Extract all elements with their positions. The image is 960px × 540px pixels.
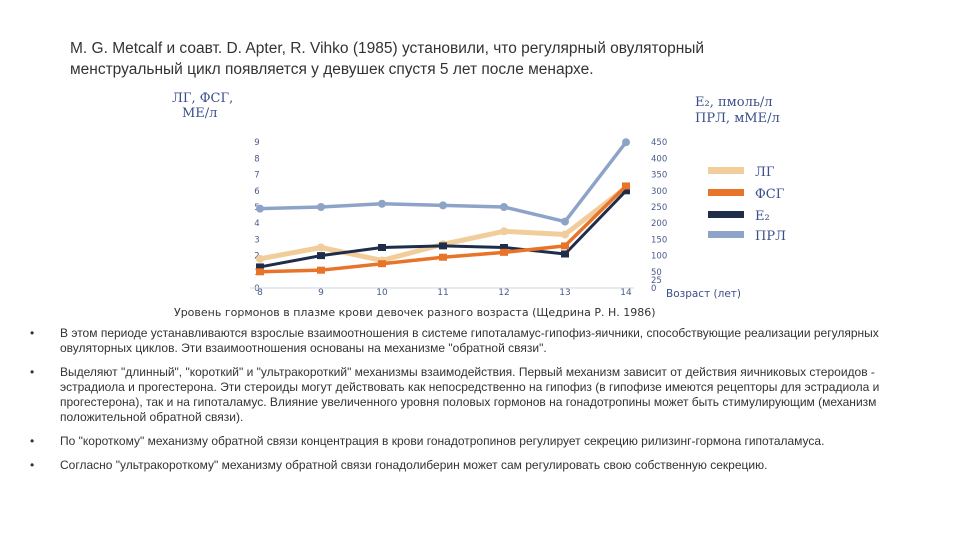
series-lines: [256, 138, 630, 276]
bullet-item: • Согласно "ультракороткому" механизму об…: [30, 458, 940, 473]
series-3: [256, 187, 630, 271]
legend-item: E₂: [708, 209, 770, 224]
data-point: [256, 268, 264, 276]
data-point: [256, 204, 264, 213]
right-tick-label: 25: [651, 276, 662, 286]
slide-header: M. G. Metcalf и соавт. D. Apter, R. Vihk…: [70, 38, 900, 80]
bullet-dot-icon: •: [30, 458, 35, 472]
data-point: [378, 260, 386, 268]
right-tick-label: 0: [651, 284, 656, 294]
left-tick-label: 0: [254, 284, 259, 294]
data-point: [500, 244, 508, 251]
legend-swatch: [708, 167, 744, 174]
right-tick-label: 350: [651, 171, 667, 181]
right-tick-label: 400: [651, 154, 667, 164]
right-tick-label: 100: [651, 252, 667, 262]
bullet-item: • Выделяют "длинный", "короткий" и "ульт…: [30, 365, 940, 425]
bullet-text: В этом периоде устанавливаются взрослые …: [60, 326, 879, 355]
data-point: [439, 242, 447, 250]
left-tick-label: 4: [254, 219, 259, 229]
legend-item: ЛГ: [708, 165, 775, 180]
data-point: [439, 253, 447, 261]
right-axis-label-line-1: E₂, пмоль/л: [695, 95, 773, 110]
x-axis-ticks: 8 9 10 11 12 13 14: [257, 288, 632, 298]
bullet-text: Согласно "ультракороткому" механизму обр…: [60, 458, 768, 472]
data-point: [500, 227, 508, 236]
series-4: [256, 138, 630, 226]
right-axis-label-line-2: ПРЛ, мМЕ/л: [695, 111, 780, 126]
header-line-1: M. G. Metcalf и соавт. D. Apter, R. Vihk…: [70, 40, 705, 57]
bullet-dot-icon: •: [30, 365, 35, 379]
bullet-text: Выделяют "длинный", "короткий" и "ультра…: [60, 365, 880, 424]
data-point: [622, 187, 630, 195]
data-point: [622, 182, 630, 190]
data-point: [317, 243, 325, 252]
data-point: [378, 199, 386, 208]
right-tick-label: 300: [651, 187, 667, 197]
legend-item: ФСГ: [708, 187, 785, 202]
left-axis-label-line-2: МЕ/л: [182, 106, 217, 121]
right-tick-label: 200: [651, 219, 667, 229]
x-tick-label: 13: [559, 288, 570, 298]
bullet-dot-icon: •: [30, 326, 35, 340]
data-point: [378, 244, 386, 251]
right-tick-label: 250: [651, 203, 667, 213]
series-1: [256, 183, 630, 265]
legend-label: E₂: [755, 209, 770, 224]
legend-label: ПРЛ: [755, 229, 786, 244]
data-point: [256, 263, 264, 271]
left-tick-label: 7: [254, 171, 259, 181]
bullet-item: • В этом периоде устанавливаются взрослые…: [30, 326, 940, 356]
data-point: [317, 266, 325, 274]
data-point: [317, 203, 325, 211]
x-axis-label: Возраст (лет): [666, 288, 741, 300]
legend-swatch: [708, 231, 744, 238]
data-point: [256, 254, 264, 263]
x-tick-label: 12: [498, 288, 509, 298]
header-line-2: менструальный цикл появляется у девушек …: [70, 61, 594, 78]
right-tick-label: 150: [651, 235, 667, 245]
data-point: [561, 230, 569, 239]
chart-svg: ЛГ, ФСГ, МЕ/л E₂, пмоль/л ПРЛ, мМЕ/л 0 12…: [172, 91, 786, 319]
left-axis-label-line-1: ЛГ, ФСГ,: [172, 91, 233, 106]
data-point: [439, 201, 447, 210]
data-point: [622, 138, 630, 147]
data-point: [561, 217, 569, 226]
bullet-text: По "короткому" механизму обратной связи …: [60, 434, 825, 448]
legend-label: ЛГ: [755, 165, 775, 180]
x-tick-label: 10: [376, 288, 388, 298]
left-tick-label: 9: [254, 138, 259, 148]
chart-caption: Уровень гормонов в плазме крови девочек …: [174, 306, 656, 319]
x-tick-label: 8: [257, 288, 263, 298]
legend-item: ПРЛ: [708, 229, 786, 244]
data-point: [561, 250, 569, 258]
bullet-dot-icon: •: [30, 434, 35, 448]
x-tick-label: 9: [318, 288, 324, 298]
x-tick-label: 14: [620, 288, 632, 298]
right-tick-label: 450: [651, 138, 667, 148]
legend-label: ФСГ: [755, 187, 785, 202]
hormone-chart: ЛГ, ФСГ, МЕ/л E₂, пмоль/л ПРЛ, мМЕ/л 0 12…: [160, 86, 810, 319]
legend-swatch: [708, 211, 744, 218]
legend-swatch: [708, 189, 744, 196]
left-tick-label: 8: [254, 154, 259, 164]
data-point: [500, 203, 508, 211]
bullet-item: • По "короткому" механизму обратной связи…: [30, 434, 940, 449]
right-tick-label: 50: [651, 268, 662, 278]
left-tick-label: 3: [254, 235, 259, 245]
data-point: [561, 242, 569, 250]
series-2: [256, 182, 630, 276]
legend: ЛГ ФСГ E₂ ПРЛ: [708, 165, 786, 244]
x-tick-label: 11: [437, 288, 448, 298]
left-tick-label: 6: [254, 187, 259, 197]
data-point: [500, 248, 508, 256]
data-point: [317, 252, 325, 260]
series-line: [259, 141, 628, 224]
bullet-list: • В этом периоде устанавливаются взрослые…: [30, 326, 940, 482]
